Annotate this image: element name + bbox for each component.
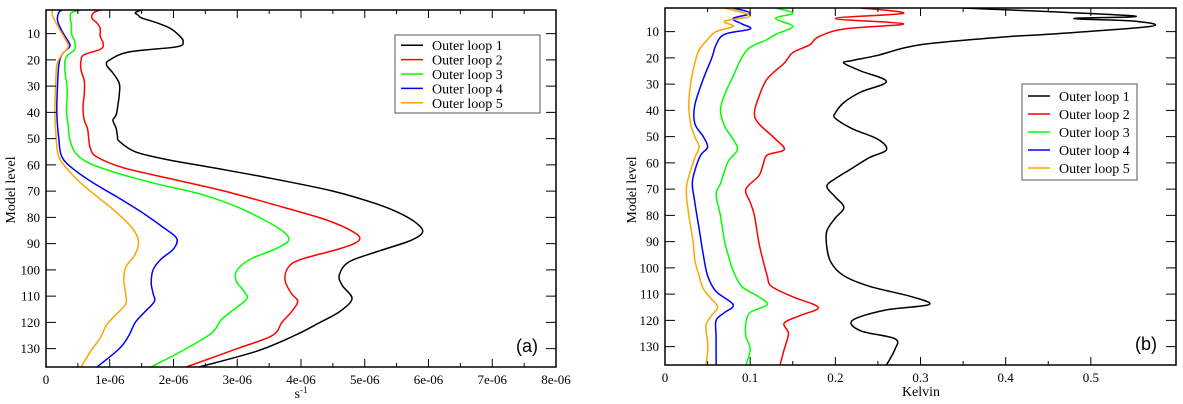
b-y-tick-label: 120 bbox=[640, 313, 660, 328]
b-x-tick-label: 0.5 bbox=[1083, 370, 1099, 385]
b-series-line-3 bbox=[715, 8, 794, 365]
b-series-line-2 bbox=[744, 8, 905, 365]
a-x-tick-label: 1e-06 bbox=[95, 372, 125, 387]
b-x-axis-title: Kelvin bbox=[902, 385, 940, 400]
a-x-tick-label: 8e-06 bbox=[541, 372, 571, 387]
b-y-tick-label: 10 bbox=[646, 24, 659, 39]
a-legend-label: Outer loop 5 bbox=[432, 97, 503, 112]
b-legend-label: Outer loop 3 bbox=[1059, 126, 1130, 141]
b-series-line-4 bbox=[691, 8, 752, 365]
panel-a: 0 1e-06 2e-06 3e-06 4e-06 5e-06 6e-06 7e-06 8e-0… bbox=[4, 9, 571, 402]
a-x-tick-label: 3e-06 bbox=[222, 372, 252, 387]
a-legend-label: Outer loop 2 bbox=[432, 54, 503, 69]
b-y-tick-label: 90 bbox=[646, 234, 659, 249]
b-x-axis: 0 0.1 0.2 0.3 0.4 0.5 bbox=[662, 8, 1099, 385]
a-y-tick-label: 50 bbox=[27, 131, 40, 146]
a-y-tick-label: 30 bbox=[27, 79, 40, 94]
b-legend: Outer loop 1 Outer loop 2 Outer loop 3 Oute… bbox=[1021, 83, 1138, 181]
a-y-tick-label: 10 bbox=[27, 26, 40, 41]
b-series-line-5 bbox=[685, 8, 751, 365]
b-y-axis: 10 20 30 40 50 60 70 80 90 100 110 120 130 bbox=[640, 24, 1176, 354]
panel-b: 0 0.1 0.2 0.3 0.4 0.5 10 20 30 40 50 60 70 80 90 100 11… bbox=[625, 7, 1177, 400]
a-legend-label: Outer loop 3 bbox=[432, 68, 503, 83]
a-x-axis-title-sup: -1 bbox=[300, 385, 308, 395]
a-y-tick-label: 130 bbox=[21, 341, 41, 356]
a-x-tick-label: 4e-06 bbox=[286, 372, 316, 387]
a-series-line-2 bbox=[79, 10, 361, 367]
a-legend-label: Outer loop 4 bbox=[432, 82, 503, 97]
a-y-tick-label: 100 bbox=[21, 262, 41, 277]
a-y-tick-label: 40 bbox=[27, 105, 40, 120]
b-y-tick-label: 80 bbox=[646, 208, 659, 223]
a-series-line-3 bbox=[64, 10, 290, 367]
a-x-tick-label: 5e-06 bbox=[350, 372, 380, 387]
b-y-tick-label: 20 bbox=[646, 50, 659, 65]
b-y-tick-label: 50 bbox=[646, 129, 659, 144]
b-y-tick-label: 130 bbox=[640, 339, 660, 354]
a-y-tick-label: 60 bbox=[27, 157, 40, 172]
b-panel-label: (b) bbox=[1135, 334, 1157, 354]
a-x-tick-label: 2e-06 bbox=[159, 372, 189, 387]
b-x-tick-label: 0.4 bbox=[998, 370, 1015, 385]
b-series-line-1 bbox=[825, 8, 1157, 365]
a-legend-label: Outer loop 1 bbox=[432, 39, 503, 54]
a-x-tick-label: 6e-06 bbox=[414, 372, 444, 387]
b-y-tick-label: 40 bbox=[646, 103, 659, 118]
a-series-line-5 bbox=[51, 10, 140, 367]
a-series-line-4 bbox=[56, 10, 179, 367]
a-y-tick-label: 120 bbox=[21, 315, 41, 330]
a-panel-label: (a) bbox=[516, 336, 538, 356]
a-x-axis-title-base: s bbox=[295, 387, 300, 402]
b-y-tick-label: 110 bbox=[640, 287, 659, 302]
a-y-tick-label: 110 bbox=[21, 289, 40, 304]
a-series-lines bbox=[51, 10, 424, 367]
b-x-tick-label: 0 bbox=[662, 370, 669, 385]
a-y-tick-label: 70 bbox=[27, 184, 40, 199]
a-y-tick-label: 80 bbox=[27, 210, 40, 225]
b-y-tick-label: 100 bbox=[640, 260, 660, 275]
b-legend-label: Outer loop 5 bbox=[1059, 162, 1130, 177]
a-x-tick-label: 7e-06 bbox=[477, 372, 507, 387]
b-series-lines bbox=[685, 8, 1157, 365]
a-y-tick-label: 20 bbox=[27, 52, 40, 67]
a-x-tick-label: 0 bbox=[43, 372, 50, 387]
a-x-axis: 0 1e-06 2e-06 3e-06 4e-06 5e-06 6e-06 7e-06 8e-0… bbox=[43, 10, 571, 387]
b-x-tick-label: 0.1 bbox=[742, 370, 758, 385]
a-series-line-1 bbox=[105, 10, 424, 367]
b-y-tick-label: 70 bbox=[646, 182, 659, 197]
b-x-tick-label: 0.2 bbox=[827, 370, 843, 385]
a-y-axis-title: Model level bbox=[4, 156, 19, 223]
b-plot-frame bbox=[664, 7, 1177, 366]
b-legend-label: Outer loop 2 bbox=[1059, 108, 1130, 123]
b-y-tick-label: 60 bbox=[646, 155, 659, 170]
b-x-tick-label: 0.3 bbox=[912, 370, 928, 385]
a-x-axis-title: s-1 bbox=[295, 385, 308, 402]
a-y-tick-label: 90 bbox=[27, 236, 40, 251]
b-y-axis-title: Model level bbox=[625, 156, 640, 223]
b-legend-label: Outer loop 4 bbox=[1059, 144, 1130, 159]
a-y-axis: 10 20 30 40 50 60 70 80 90 100 110 120 130 bbox=[21, 26, 556, 356]
b-legend-label: Outer loop 1 bbox=[1059, 90, 1130, 105]
b-y-tick-label: 30 bbox=[646, 77, 659, 92]
